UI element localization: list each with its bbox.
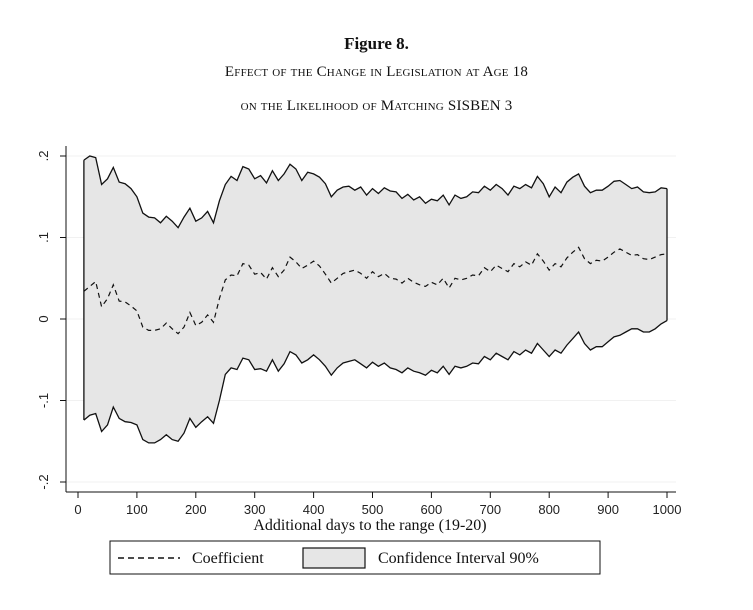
x-tick-label-1: 100 xyxy=(126,502,148,517)
y-tick-label-3: .1 xyxy=(36,232,51,243)
x-tick-label-4: 400 xyxy=(303,502,325,517)
upper-bound-line xyxy=(83,155,668,229)
y-tick-label-0: -.2 xyxy=(36,474,51,489)
x-tick-label-8: 800 xyxy=(538,502,560,517)
legend-coefficient-label: Coefficient xyxy=(192,550,264,567)
y-axis: -.2 -.1 0 .1 .2 xyxy=(36,146,67,492)
x-tick-label-9: 900 xyxy=(597,502,619,517)
x-tick-label-5: 500 xyxy=(362,502,384,517)
x-axis: 0 100 200 300 400 500 600 700 800 900 1000 xyxy=(66,491,682,517)
y-tick-label-1: -.1 xyxy=(36,393,51,408)
legend: Coefficient Confidence Interval 90% xyxy=(109,540,601,575)
y-tick-label-2: 0 xyxy=(36,315,51,322)
figure-number: Figure 8. xyxy=(344,34,409,53)
x-tick-label-6: 600 xyxy=(421,502,443,517)
x-tick-label-2: 200 xyxy=(185,502,207,517)
x-tick-label-10: 1000 xyxy=(653,502,682,517)
legend-ci-label: Confidence Interval 90% xyxy=(378,550,539,567)
y-tick-label-4: .2 xyxy=(36,151,51,162)
legend-ci-swatch xyxy=(302,547,366,569)
x-tick-label-3: 300 xyxy=(244,502,266,517)
lower-bound-line xyxy=(83,320,668,444)
confidence-band xyxy=(83,156,667,443)
figure-subtitle-line1: Effect of the Change in Legislation at A… xyxy=(224,64,529,80)
x-tick-label-0: 0 xyxy=(74,502,81,517)
x-axis-title: Additional days to the range (19-20) xyxy=(253,517,486,534)
x-tick-label-7: 700 xyxy=(479,502,501,517)
figure-subtitle-line2: on the Likelihood of Matching SISBEN 3 xyxy=(240,98,513,114)
